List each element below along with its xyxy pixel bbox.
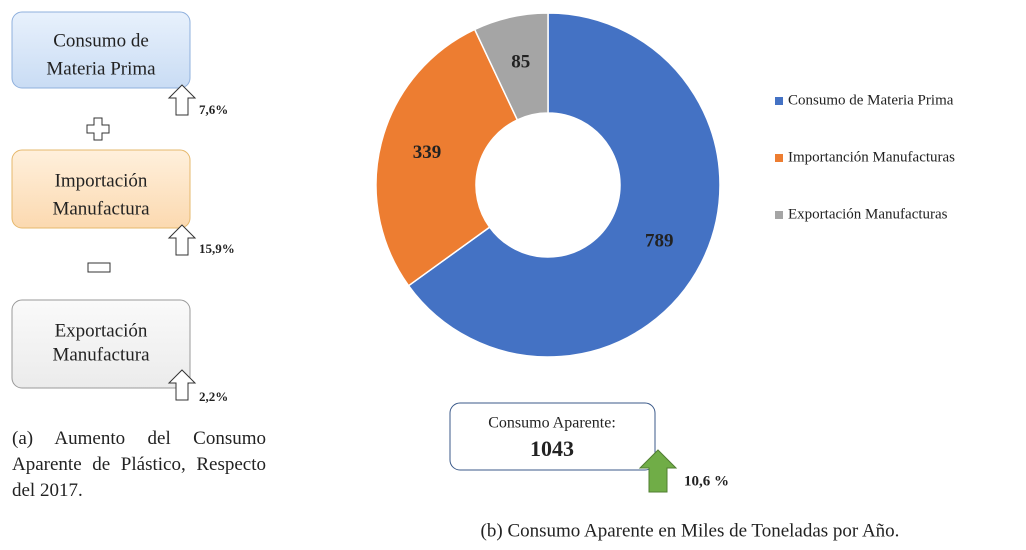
box — [11, 11, 191, 89]
caption: (a) Aumento del Consumo Aparente de Plás… — [12, 428, 266, 501]
box — [11, 149, 191, 229]
change-label: 7,6% — [199, 102, 228, 117]
up-arrow — [167, 224, 197, 256]
minus-icon — [87, 262, 111, 273]
up-arrow — [167, 84, 197, 116]
slice — [375, 28, 519, 287]
slice — [407, 12, 721, 358]
box-label: Manufactura — [52, 198, 150, 219]
legend-swatch — [775, 154, 783, 162]
change-label: 2,2% — [199, 389, 228, 404]
change-label: 15,9% — [199, 241, 235, 256]
up-arrow — [638, 449, 678, 493]
callout-title: Consumo Aparente: — [488, 415, 616, 432]
plus-icon — [86, 117, 110, 141]
data-label: 85 — [511, 51, 530, 72]
up-arrow — [167, 369, 197, 401]
data-label: 339 — [413, 142, 442, 163]
box-label: Exportación — [55, 320, 148, 341]
caption: (b) Consumo Aparente en Miles de Tonelad… — [481, 520, 900, 541]
legend-label: Consumo de Materia Prima — [788, 92, 954, 108]
box-label: Importación — [55, 170, 148, 191]
box-label: Consumo de — [53, 30, 149, 51]
box-label: Materia Prima — [46, 58, 156, 79]
legend-swatch — [775, 211, 783, 219]
callout-value: 1043 — [530, 436, 574, 461]
legend-swatch — [775, 97, 783, 105]
slice — [473, 12, 549, 121]
box-label: Manufactura — [52, 344, 150, 365]
box — [11, 299, 191, 389]
callout-change: 10,6 % — [684, 473, 729, 489]
data-label: 789 — [645, 230, 674, 251]
callout-box — [449, 402, 656, 471]
legend-label: Importanción Manufacturas — [788, 149, 955, 165]
legend-label: Exportación Manufacturas — [788, 206, 948, 222]
